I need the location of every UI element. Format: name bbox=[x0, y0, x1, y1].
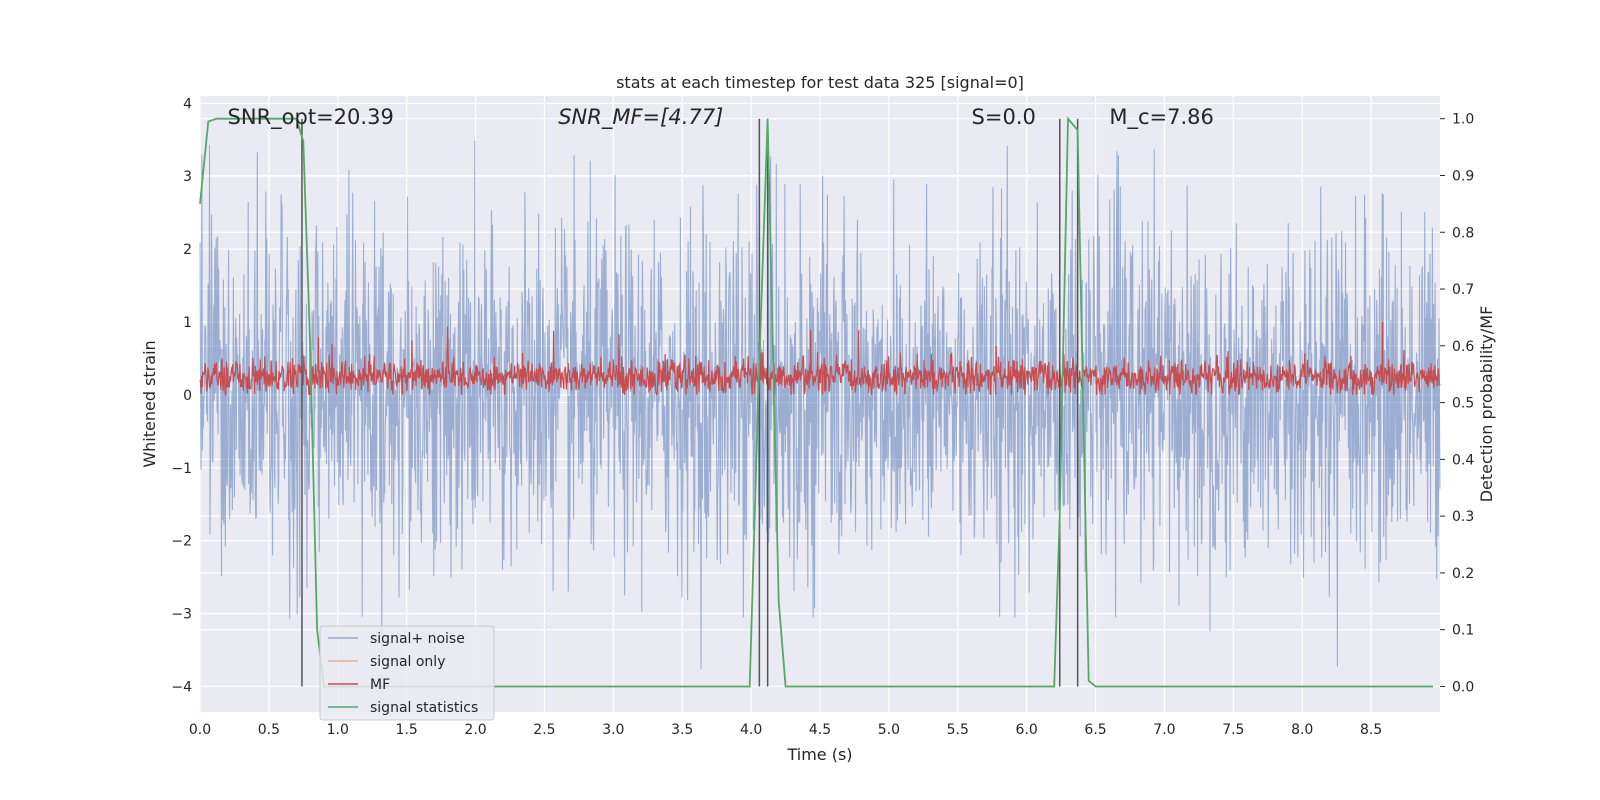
legend-label-signal-only: signal only bbox=[370, 654, 445, 670]
x-tick-label: 7.5 bbox=[1222, 722, 1244, 738]
x-axis-label: Time (s) bbox=[786, 745, 852, 764]
y-right-tick-label: 0.9 bbox=[1452, 168, 1474, 184]
legend-label-signal-noise: signal+ noise bbox=[370, 631, 465, 647]
legend-label-signal-statistics: signal statistics bbox=[370, 700, 478, 716]
annotation-snr-opt: SNR_opt=20.39 bbox=[228, 105, 394, 130]
x-tick-label: 5.0 bbox=[878, 722, 900, 738]
x-tick-label: 1.0 bbox=[327, 722, 349, 738]
y-right-tick-label: 0.1 bbox=[1452, 623, 1474, 639]
y-right-tick-label: 0.7 bbox=[1452, 282, 1474, 298]
annotation-mc: M_c=7.86 bbox=[1109, 105, 1214, 130]
annotations: SNR_opt=20.39 SNR_MF=[4.77] S=0.0 M_c=7.… bbox=[228, 105, 1214, 130]
annotation-snr-mf: SNR_MF=[4.77] bbox=[558, 105, 723, 130]
y-right-tick-label: 0.3 bbox=[1452, 509, 1474, 525]
legend-box bbox=[319, 625, 495, 721]
y-right-tick-label: 0.8 bbox=[1452, 225, 1474, 241]
y-tick-label: −4 bbox=[171, 679, 192, 695]
y-tick-label: 0 bbox=[183, 388, 192, 404]
y-right-tick-label: 1.0 bbox=[1452, 112, 1474, 128]
left-axis-ticks: −4 −3 −2 −1 0 1 2 3 4 bbox=[171, 96, 192, 695]
legend: signal+ noise signal only MF signal stat… bbox=[319, 625, 495, 721]
legend-label-mf: MF bbox=[370, 677, 390, 693]
x-tick-label: 4.0 bbox=[740, 722, 762, 738]
y-axis-right-label: Detection probability/MF bbox=[1477, 306, 1496, 503]
y-tick-label: −3 bbox=[171, 607, 192, 623]
right-axis-ticks: 0.0 0.1 0.2 0.3 0.4 0.5 0.6 0.7 0.8 0.9 1.0 bbox=[1440, 112, 1474, 695]
y-tick-label: 3 bbox=[183, 169, 192, 185]
x-tick-label: 8.5 bbox=[1360, 722, 1382, 738]
grid bbox=[199, 96, 1440, 712]
y-tick-label: 2 bbox=[183, 242, 192, 258]
x-tick-label: 1.5 bbox=[396, 722, 418, 738]
chart-title: stats at each timestep for test data 325… bbox=[616, 73, 1024, 92]
y-right-tick-label: 0.5 bbox=[1452, 396, 1474, 412]
x-tick-label: 5.5 bbox=[947, 722, 969, 738]
y-right-tick-label: 0.6 bbox=[1452, 339, 1474, 355]
x-tick-label: 4.5 bbox=[809, 722, 831, 738]
y-axis-label: Whitened strain bbox=[140, 340, 159, 467]
y-tick-label: −2 bbox=[171, 534, 192, 550]
y-tick-label: 1 bbox=[183, 315, 192, 331]
x-tick-label: 6.5 bbox=[1084, 722, 1106, 738]
annotation-s: S=0.0 bbox=[972, 105, 1036, 129]
x-axis-ticks: 0.0 0.5 1.0 1.5 2.0 2.5 3.0 3.5 4.0 4.5 5.0 5.5 6.0 6… bbox=[189, 722, 1382, 738]
y-tick-label: −1 bbox=[171, 461, 192, 477]
y-tick-label: 4 bbox=[183, 96, 192, 112]
series-signal-noise bbox=[199, 140, 1441, 670]
x-tick-label: 6.0 bbox=[1016, 722, 1038, 738]
x-tick-label: 8.0 bbox=[1291, 722, 1313, 738]
x-tick-label: 3.0 bbox=[602, 722, 624, 738]
x-tick-label: 2.0 bbox=[464, 722, 486, 738]
x-tick-label: 0.0 bbox=[189, 722, 211, 738]
data-layer bbox=[199, 116, 1441, 688]
y-right-tick-label: 0.2 bbox=[1452, 566, 1474, 582]
x-tick-label: 0.5 bbox=[258, 722, 280, 738]
x-tick-label: 2.5 bbox=[533, 722, 555, 738]
x-tick-label: 3.5 bbox=[671, 722, 693, 738]
y-right-tick-label: 0.0 bbox=[1452, 679, 1474, 695]
series-mf bbox=[199, 321, 1441, 396]
x-tick-label: 7.0 bbox=[1153, 722, 1175, 738]
series-signal-statistics bbox=[199, 116, 1434, 688]
y-right-tick-label: 0.4 bbox=[1452, 452, 1474, 468]
